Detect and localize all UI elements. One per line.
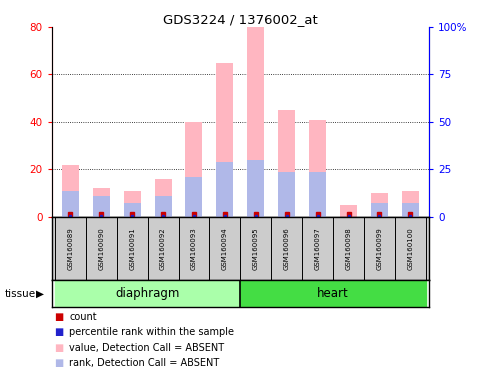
Bar: [154, 179, 172, 217]
Text: GSM160095: GSM160095: [253, 227, 259, 270]
Bar: [309, 119, 326, 217]
Text: ■: ■: [54, 327, 64, 337]
Text: GSM160094: GSM160094: [222, 227, 228, 270]
Bar: [247, 160, 264, 217]
Bar: [185, 177, 203, 217]
Bar: [309, 172, 326, 217]
Text: rank, Detection Call = ABSENT: rank, Detection Call = ABSENT: [69, 358, 219, 368]
Bar: [185, 122, 203, 217]
Bar: [124, 191, 141, 217]
Text: GSM160090: GSM160090: [98, 227, 104, 270]
Bar: [124, 203, 141, 217]
Text: ■: ■: [54, 358, 64, 368]
Text: heart: heart: [317, 287, 349, 300]
Bar: [340, 205, 357, 217]
Bar: [62, 191, 79, 217]
Text: diaphragm: diaphragm: [115, 287, 180, 300]
Text: GSM160100: GSM160100: [407, 227, 413, 270]
Text: GSM160091: GSM160091: [129, 227, 135, 270]
Bar: [402, 191, 419, 217]
Text: GSM160098: GSM160098: [346, 227, 352, 270]
Title: GDS3224 / 1376002_at: GDS3224 / 1376002_at: [163, 13, 317, 26]
Text: GSM160099: GSM160099: [377, 227, 383, 270]
Bar: [371, 193, 388, 217]
Bar: [371, 203, 388, 217]
Text: percentile rank within the sample: percentile rank within the sample: [69, 327, 234, 337]
Text: GSM160097: GSM160097: [315, 227, 320, 270]
Text: GSM160089: GSM160089: [68, 227, 73, 270]
Bar: [93, 189, 110, 217]
Bar: [62, 165, 79, 217]
Bar: [278, 110, 295, 217]
Text: GSM160096: GSM160096: [283, 227, 290, 270]
Bar: [154, 195, 172, 217]
Bar: [402, 203, 419, 217]
Bar: [216, 162, 233, 217]
Text: GSM160093: GSM160093: [191, 227, 197, 270]
Bar: [278, 172, 295, 217]
Text: ▶: ▶: [35, 289, 43, 299]
Bar: [216, 63, 233, 217]
Text: GSM160092: GSM160092: [160, 227, 166, 270]
Bar: [247, 27, 264, 217]
Text: ■: ■: [54, 312, 64, 322]
Text: tissue: tissue: [5, 289, 36, 299]
Text: ■: ■: [54, 343, 64, 353]
Text: value, Detection Call = ABSENT: value, Detection Call = ABSENT: [69, 343, 224, 353]
Bar: [93, 195, 110, 217]
Text: count: count: [69, 312, 97, 322]
